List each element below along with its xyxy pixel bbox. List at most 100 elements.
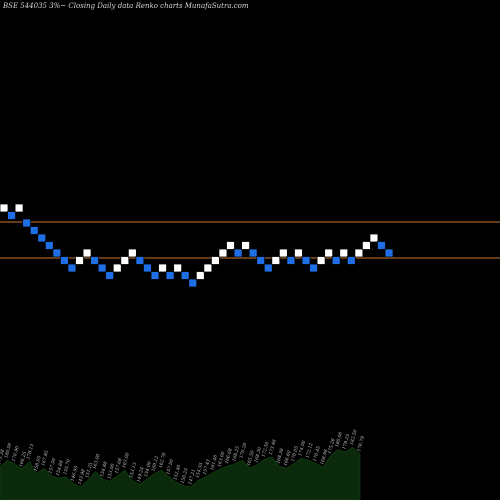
renko-brick-up bbox=[158, 263, 167, 273]
renko-brick-down bbox=[256, 256, 266, 265]
renko-brick-up bbox=[120, 256, 130, 265]
renko-brick-up bbox=[14, 203, 24, 213]
volume-label: 157.68 bbox=[114, 457, 124, 474]
volume-label: 172.12 bbox=[305, 442, 315, 459]
renko-brick-up bbox=[0, 203, 9, 213]
renko-brick-up bbox=[361, 241, 371, 250]
volume-label: 179.25 bbox=[341, 433, 351, 450]
renko-brick-up bbox=[354, 248, 364, 258]
renko-brick-up bbox=[226, 241, 235, 250]
volume-label: 182.50 bbox=[349, 429, 359, 446]
volume-label: 155.70 bbox=[62, 459, 72, 476]
renko-brick-down bbox=[22, 218, 32, 228]
volume-label: 157.50 bbox=[165, 459, 175, 476]
renko-brick-up bbox=[339, 248, 349, 258]
volume-label: 168.38 bbox=[275, 448, 285, 465]
volume-label: 180.00 bbox=[3, 442, 13, 459]
renko-brick-down bbox=[180, 271, 190, 280]
volume-label: 163.00 bbox=[92, 453, 102, 470]
renko-brick-up bbox=[173, 263, 183, 273]
renko-brick-down bbox=[90, 256, 99, 265]
volume-labels: 173.38180.00176.90166.25178.13158.05167.… bbox=[0, 429, 366, 485]
volume-label: 157.50 bbox=[48, 457, 58, 474]
volume-label: 147.21 bbox=[187, 469, 197, 486]
renko-brick-down bbox=[37, 233, 47, 243]
volume-label: 163.00 bbox=[217, 451, 227, 468]
chart-title: BSE 544035 3%~ Closing Daily data Renko … bbox=[3, 2, 249, 10]
renko-brick-up bbox=[82, 248, 92, 258]
renko-brick-up bbox=[112, 263, 122, 273]
volume-label: 153.13 bbox=[128, 462, 138, 479]
volume-label: 168.30 bbox=[253, 446, 263, 463]
renko-brick-down bbox=[29, 226, 39, 235]
renko-brick-down bbox=[301, 256, 311, 265]
renko-brick-down bbox=[44, 241, 54, 250]
renko-brick-up bbox=[75, 256, 84, 265]
volume-label: 176.90 bbox=[11, 445, 21, 462]
volume-label: 154.55 bbox=[195, 462, 205, 479]
renko-brick-up bbox=[316, 256, 326, 265]
volume-label: 153.00 bbox=[106, 463, 116, 480]
renko-brick-up bbox=[278, 248, 288, 258]
renko-brick-down bbox=[286, 256, 296, 265]
renko-brick-down bbox=[165, 271, 175, 280]
volume-label: 168.25 bbox=[231, 445, 241, 462]
volume-label: 158.05 bbox=[33, 455, 43, 472]
renko-brick-down bbox=[331, 256, 341, 265]
renko-brick-down bbox=[188, 278, 198, 288]
renko-brick-up bbox=[218, 248, 228, 258]
volume-label: 157.43 bbox=[202, 459, 212, 476]
volume-label: 162.78 bbox=[158, 452, 168, 469]
renko-brick-down bbox=[309, 263, 318, 273]
renko-brick-down bbox=[7, 211, 16, 220]
renko-brick-up bbox=[241, 241, 251, 250]
volume-label: 167.85 bbox=[40, 450, 50, 467]
volume-label: 170.05 bbox=[290, 445, 300, 462]
volume-label: 160.12 bbox=[150, 455, 160, 472]
volume-label: 154.00 bbox=[143, 461, 153, 478]
volume-label: 161.40 bbox=[209, 454, 219, 471]
volume-label: 175.26 bbox=[327, 438, 337, 455]
renko-brick-down bbox=[384, 248, 394, 258]
renko-brick-down bbox=[150, 271, 160, 280]
volume-label: 178.13 bbox=[26, 443, 36, 460]
volume-label: 180.00 bbox=[334, 431, 344, 448]
volume-label: 166.60 bbox=[283, 450, 293, 467]
renko-brick-up bbox=[324, 248, 334, 258]
volume-label: 165.50 bbox=[246, 450, 256, 467]
volume-label: 163.00 bbox=[121, 452, 131, 469]
renko-brick-up bbox=[210, 256, 220, 265]
volume-label: 170.20 bbox=[239, 442, 249, 459]
renko-brick-up bbox=[369, 233, 379, 243]
renko-brick-up bbox=[271, 256, 281, 265]
renko-brick-down bbox=[67, 263, 77, 273]
renko-brick-up bbox=[203, 263, 213, 273]
volume-label: 151.25 bbox=[84, 462, 94, 479]
volume-label: 143.98 bbox=[77, 468, 87, 485]
volume-label: 176.79 bbox=[356, 435, 366, 452]
volume-label: 150.25 bbox=[180, 467, 190, 484]
volume-label: 154.88 bbox=[55, 460, 65, 477]
volume-label: 166.68 bbox=[224, 448, 234, 465]
volume-label: 170.45 bbox=[312, 445, 322, 462]
renko-brick-down bbox=[97, 263, 107, 273]
renko-bricks bbox=[0, 203, 394, 288]
renko-brick-down bbox=[135, 256, 145, 265]
renko-brick-up bbox=[195, 271, 205, 280]
volume-area bbox=[0, 446, 361, 500]
volume-label: 152.40 bbox=[172, 464, 182, 481]
volume-label: 172.50 bbox=[261, 441, 271, 458]
volume-label: 166.25 bbox=[18, 451, 28, 468]
renko-brick-down bbox=[377, 241, 386, 250]
volume-label: 146.95 bbox=[70, 465, 80, 482]
renko-brick-down bbox=[52, 248, 62, 258]
renko-brick-down bbox=[233, 248, 243, 258]
volume-label: 173.46 bbox=[268, 439, 278, 456]
volume-label: 174.00 bbox=[297, 440, 307, 457]
renko-brick-down bbox=[346, 256, 356, 265]
volume-label: 168.98 bbox=[319, 449, 329, 466]
renko-brick-down bbox=[60, 256, 69, 265]
renko-brick-down bbox=[105, 271, 115, 280]
renko-brick-down bbox=[248, 248, 258, 258]
